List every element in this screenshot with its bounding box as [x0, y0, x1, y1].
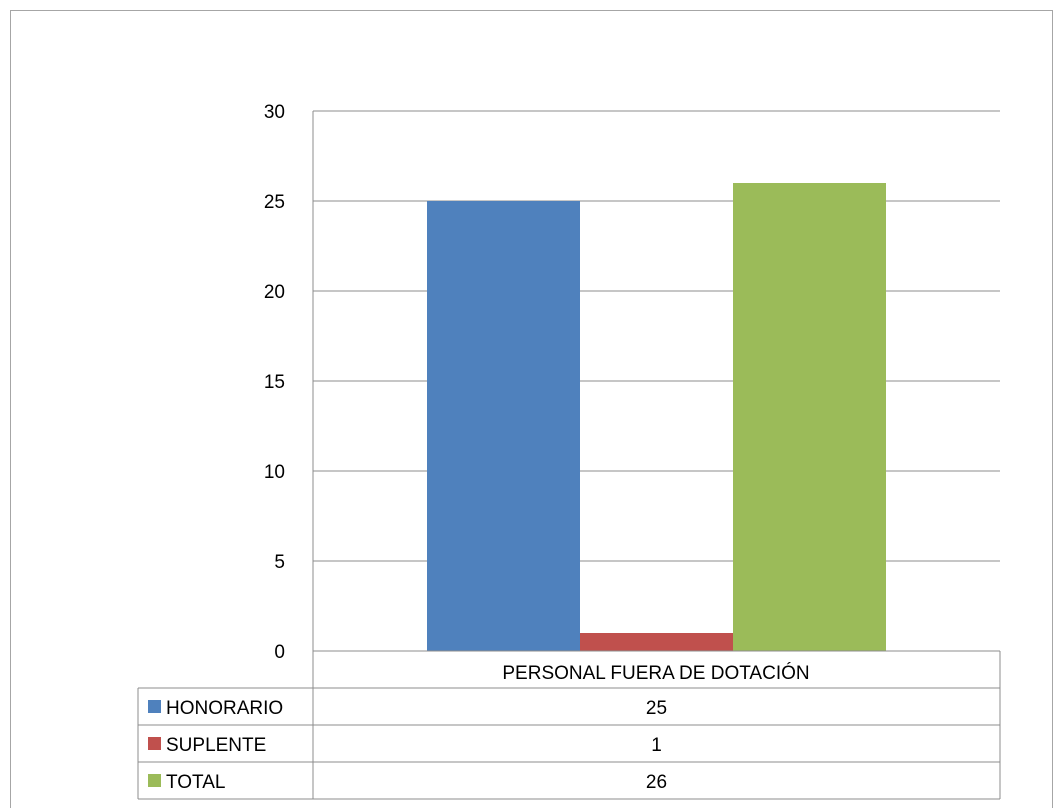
grid-lines [312, 110, 1000, 651]
bar-honorario [427, 201, 580, 651]
table-value: 1 [651, 735, 662, 756]
y-tick-label: 20 [264, 282, 285, 303]
legend-swatch [148, 737, 161, 750]
legend-swatch [148, 700, 161, 713]
bar-suplente [580, 633, 733, 651]
legend-label: HONORARIO [166, 698, 283, 719]
y-tick-label: 25 [264, 192, 285, 213]
table-value: 25 [646, 698, 667, 719]
y-tick-label: 0 [274, 642, 285, 663]
bar-total [733, 183, 886, 651]
y-tick-label: 15 [264, 372, 285, 393]
legend-label: TOTAL [166, 772, 225, 793]
y-tick-label: 30 [264, 102, 285, 123]
category-label: PERSONAL FUERA DE DOTACIÓN [502, 662, 809, 684]
legend-swatch [148, 774, 161, 787]
data-table: PERSONAL FUERA DE DOTACIÓN HONORARIO 25 SU… [137, 650, 1001, 800]
y-tick-label: 5 [274, 552, 285, 573]
y-axis-ticks: 0 5 10 15 20 25 30 [264, 102, 285, 663]
bars [427, 183, 886, 651]
legend-label: SUPLENTE [166, 735, 266, 756]
table-value: 26 [646, 772, 667, 793]
y-tick-label: 10 [264, 462, 285, 483]
